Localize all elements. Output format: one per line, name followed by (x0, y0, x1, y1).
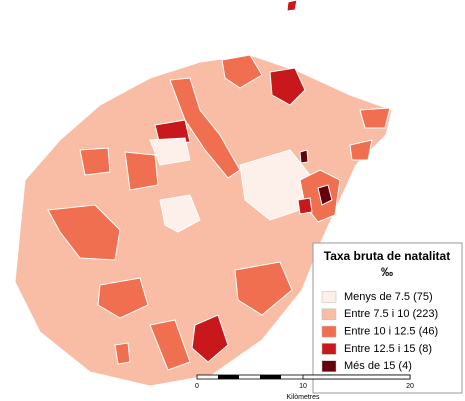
legend-label: Menys de 7.5 (75) (344, 291, 433, 303)
legend-label: Entre 7.5 i 10 (223) (344, 308, 438, 320)
region (149, 319, 191, 371)
scale-tick-label: 0 (195, 383, 199, 390)
scale-segment (218, 375, 239, 379)
legend-title: Taxa bruta de natalitat (324, 249, 450, 263)
region (97, 277, 149, 319)
legend-swatch (321, 343, 337, 355)
region (317, 184, 333, 206)
legend-swatch (321, 308, 337, 321)
region (169, 77, 241, 179)
scale-segment (302, 374, 411, 380)
region (299, 149, 309, 164)
map-regions (14, 0, 393, 387)
region (234, 261, 293, 316)
legend-label: Entre 12.5 i 15 (8) (344, 343, 432, 355)
region (286, 0, 298, 12)
legend-swatch (321, 291, 337, 303)
region (191, 314, 229, 363)
scale-bar: 0 10 20 (195, 374, 414, 390)
region (349, 139, 373, 161)
legend-unit: ‰ (381, 265, 393, 279)
region (47, 204, 121, 261)
region (159, 194, 201, 233)
region (114, 342, 131, 365)
scale-tick-label: 10 (299, 383, 307, 390)
region (359, 107, 391, 129)
scale-unit: Kilòmetres (286, 394, 320, 401)
region (269, 67, 306, 106)
region (124, 151, 159, 191)
legend-swatch (321, 325, 337, 338)
scale-segment (260, 375, 281, 379)
region (149, 137, 191, 166)
legend-label: Més de 15 (4) (344, 360, 412, 372)
region (79, 147, 111, 176)
region (221, 54, 263, 89)
scale-tick-label: 20 (406, 383, 414, 390)
legend-items: Menys de 7.5 (75) Entre 7.5 i 10 (223) Ent… (321, 291, 438, 372)
region (297, 197, 313, 215)
legend-box (312, 242, 463, 394)
legend-swatch (321, 360, 337, 372)
legend-label: Entre 10 i 12.5 (46) (344, 326, 438, 338)
